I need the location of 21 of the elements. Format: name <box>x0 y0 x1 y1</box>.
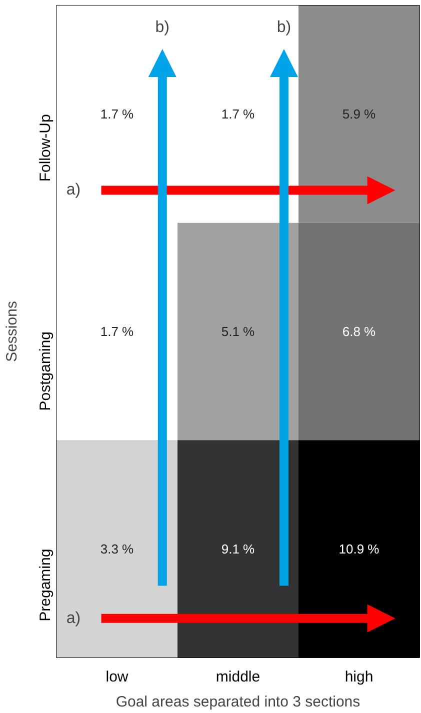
data-label: 1.7 % <box>100 106 134 122</box>
y-tick-label: Follow-Up <box>37 114 54 182</box>
data-label: 3.3 % <box>100 541 134 556</box>
data-label: 6.8 % <box>342 324 376 339</box>
annotation: a) <box>66 182 81 199</box>
x-tick-label: low <box>106 668 128 686</box>
data-label: 5.9 % <box>342 106 376 122</box>
annotation: b) <box>155 18 170 36</box>
annotation: b) <box>276 18 292 36</box>
annotation: a) <box>66 610 81 627</box>
data-label: 1.7 % <box>100 324 134 339</box>
x-tick-label: middle <box>216 668 260 686</box>
data-label: 9.1 % <box>221 541 256 556</box>
data-label: 10.9 % <box>338 541 380 556</box>
y-tick-label: Postgaming <box>37 331 54 411</box>
x-tick-label: high <box>344 668 374 686</box>
data-label: 1.7 % <box>221 106 256 122</box>
data-label: 5.1 % <box>221 324 256 339</box>
y-tick-label: Pregaming <box>37 548 54 622</box>
x-axis-title: Goal areas separated into 3 sections <box>116 694 360 710</box>
y-axis-title: Sessions <box>4 301 20 362</box>
